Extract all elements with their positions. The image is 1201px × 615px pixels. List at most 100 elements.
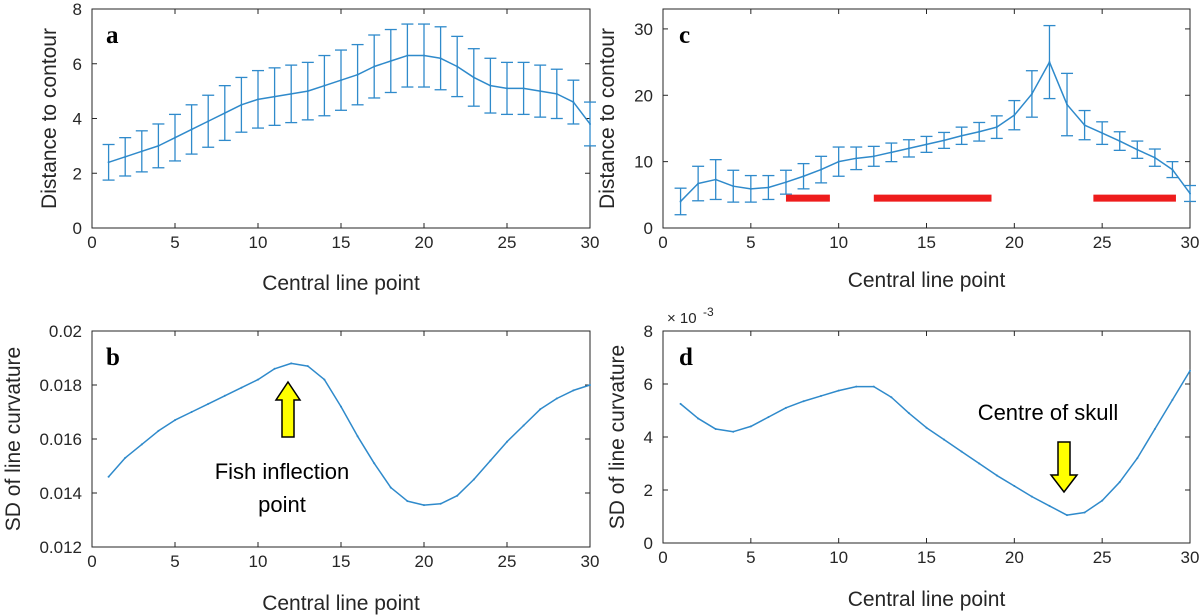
data-point: [572, 101, 575, 104]
data-point: [1189, 192, 1191, 195]
series-line: [680, 370, 1191, 516]
panel-b-chart: 0 5 10 15 20 25 30 0.012 0.014 0.016 0.018 0.02 Cent…: [2, 322, 599, 615]
y-axis-title: SD of line curvature: [2, 347, 25, 531]
arrow-up-icon: [274, 380, 302, 438]
data-point: [223, 112, 226, 115]
panel-b-letter: b: [106, 344, 120, 371]
data-point: [1066, 514, 1069, 517]
data-point: [174, 419, 176, 422]
y-tick-label: 6: [644, 375, 653, 394]
series-line: [108, 54, 591, 164]
y-tick-label: 6: [73, 55, 82, 74]
data-point: [323, 378, 326, 381]
x-tick-label: 15: [332, 552, 351, 571]
x-tick-label: 20: [1005, 548, 1024, 567]
data-point: [837, 389, 840, 392]
data-point: [925, 426, 928, 429]
data-point: [1101, 132, 1104, 135]
x-tick-label: 20: [415, 552, 434, 571]
data-point: [323, 84, 326, 87]
data-point: [732, 430, 735, 433]
data-point: [140, 150, 143, 153]
y-tick-label: 30: [634, 20, 653, 39]
data-point: [306, 365, 309, 368]
data-point: [406, 54, 409, 57]
data-point: [439, 57, 442, 60]
data-point: [978, 462, 981, 465]
x-tick-label: 25: [1093, 548, 1112, 567]
x-tick-label: 5: [170, 552, 179, 571]
data-point: [907, 412, 910, 415]
y-tick-label: 0.014: [39, 484, 82, 503]
data-point: [802, 400, 805, 403]
data-point: [555, 92, 558, 95]
data-point: [749, 425, 752, 428]
y-tick-label: 4: [73, 110, 82, 129]
data-point: [506, 440, 508, 443]
x-tick-label: 15: [332, 233, 351, 252]
data-point: [290, 92, 293, 95]
y-tick-label: 2: [644, 481, 653, 500]
data-point: [820, 168, 823, 171]
y-tick-label: 20: [634, 86, 653, 105]
data-point: [273, 367, 276, 370]
y-tick-label: 0.018: [39, 376, 82, 395]
data-point: [522, 87, 525, 90]
x-tick-label: 5: [746, 548, 755, 567]
data-point: [978, 130, 981, 133]
y-tick-label: 0: [73, 219, 82, 238]
data-point: [890, 396, 893, 399]
data-point: [697, 182, 700, 185]
x-tick-label: 0: [658, 548, 667, 567]
centre-of-skull-annotation: Centre of skull: [978, 400, 1118, 494]
y-axis-title: Distance to contour: [596, 28, 619, 209]
data-point: [1118, 481, 1121, 484]
data-point: [1013, 114, 1016, 117]
data-point: [837, 160, 840, 163]
x-tick-label: 30: [1181, 548, 1200, 567]
data-point: [890, 151, 893, 154]
data-point: [124, 456, 127, 459]
data-point: [749, 187, 752, 190]
data-point: [784, 406, 787, 409]
data-point: [679, 402, 682, 405]
data-point: [506, 87, 508, 90]
data-point: [423, 504, 425, 507]
data-point: [207, 120, 210, 123]
data-point: [140, 443, 143, 446]
y-axis-title: SD of line curvature: [606, 345, 629, 529]
data-point: [925, 143, 928, 146]
panel-b-axes-box: [91, 330, 591, 548]
exponent-label: × 10 -3: [667, 305, 714, 327]
y-tick-label: 4: [644, 428, 653, 447]
range-bar: [1093, 194, 1176, 202]
data-point: [472, 76, 475, 79]
fish-inflection-annotation: Fish inflection point: [215, 380, 349, 517]
y-tick-label: 8: [644, 322, 653, 341]
x-axis-title: Central line point: [848, 588, 1006, 611]
data-point: [157, 429, 160, 432]
data-point: [1030, 92, 1033, 95]
x-axis-title: Central line point: [262, 272, 420, 295]
data-point: [456, 65, 459, 68]
x-tick-label: 30: [581, 233, 600, 252]
exponent-power: -3: [703, 305, 714, 319]
x-tick-label: 5: [170, 233, 179, 252]
panel-d-letter: d: [679, 344, 693, 371]
y-tick-label: 0: [644, 534, 653, 553]
data-point: [472, 478, 475, 481]
data-point: [539, 90, 542, 93]
panel-a-axes-box: [91, 8, 591, 229]
data-point: [423, 54, 425, 57]
data-point: [174, 136, 176, 139]
x-tick-label: 15: [917, 233, 936, 252]
panel-d-axes-box: [662, 330, 1191, 544]
data-point: [240, 386, 243, 389]
data-point: [340, 79, 342, 82]
data-point: [679, 200, 682, 203]
data-point: [995, 126, 998, 129]
range-bar: [873, 194, 992, 202]
data-point: [1118, 140, 1121, 143]
data-point: [943, 139, 946, 142]
data-point: [802, 175, 805, 178]
